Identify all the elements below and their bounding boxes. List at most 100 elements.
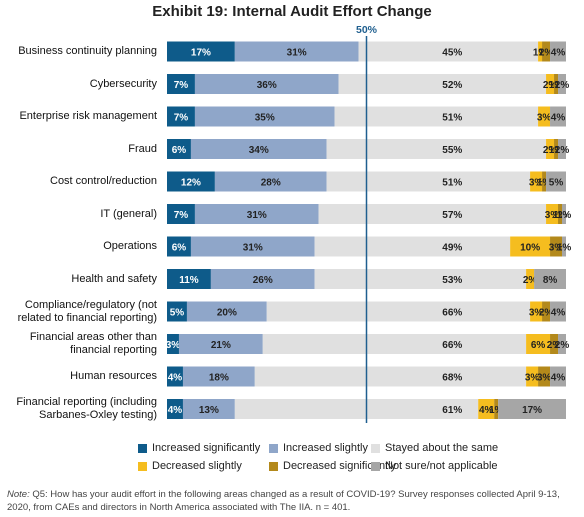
data-label: 20% bbox=[217, 308, 237, 319]
data-label: 6% bbox=[172, 145, 187, 156]
data-label: 4% bbox=[551, 308, 566, 319]
bar-segment bbox=[167, 171, 215, 192]
data-label: 17% bbox=[191, 48, 211, 59]
data-label: 55% bbox=[442, 145, 462, 156]
bar-segment bbox=[182, 366, 255, 387]
data-label: 61% bbox=[442, 405, 462, 416]
bar-segment bbox=[554, 139, 559, 159]
bar-segment bbox=[550, 106, 566, 127]
legend-label: Increased significantly bbox=[152, 442, 261, 454]
category-label-text: Compliance/regulatory (not related to fi… bbox=[17, 298, 157, 324]
category-label: Compliance/regulatory (not related to fi… bbox=[0, 297, 157, 327]
data-label: 49% bbox=[442, 243, 462, 254]
data-label: 1% bbox=[549, 145, 564, 156]
bar-segment bbox=[210, 269, 315, 289]
bar-segment bbox=[542, 41, 551, 62]
bar-segment bbox=[550, 236, 563, 257]
data-label: 66% bbox=[442, 308, 462, 319]
category-label-text: Cost control/reduction bbox=[50, 175, 157, 187]
data-label: 36% bbox=[257, 80, 277, 91]
bar-segment bbox=[190, 236, 315, 257]
data-label: 1% bbox=[489, 405, 504, 416]
data-label: 52% bbox=[442, 80, 462, 91]
bar-segment bbox=[546, 204, 559, 224]
chart-title: Exhibit 19: Internal Audit Effort Change bbox=[152, 3, 432, 20]
bar-segment bbox=[530, 171, 543, 192]
bar-segment bbox=[266, 301, 531, 322]
data-label: 53% bbox=[442, 275, 462, 286]
bar-segment bbox=[562, 204, 566, 224]
data-label: 4% bbox=[551, 113, 566, 124]
legend-label: Decreased slightly bbox=[152, 460, 242, 472]
category-label-text: Operations bbox=[103, 240, 157, 252]
bar-segment bbox=[538, 41, 543, 62]
data-label: 1% bbox=[533, 48, 548, 59]
bar-segment bbox=[546, 139, 555, 159]
data-label: 2% bbox=[555, 80, 570, 91]
bar-segment bbox=[326, 171, 531, 192]
bar-segment bbox=[167, 74, 195, 94]
legend-label: Stayed about the same bbox=[385, 442, 499, 454]
bar-segment bbox=[558, 334, 566, 354]
bar-segment bbox=[167, 236, 191, 257]
bar-segment bbox=[167, 139, 191, 159]
legend-label: Not sure/not applicable bbox=[385, 460, 498, 472]
data-label: 13% bbox=[199, 405, 219, 416]
data-label: 8% bbox=[543, 275, 558, 286]
bar-segment bbox=[534, 269, 566, 289]
bar-segment bbox=[546, 171, 566, 192]
legend-item: Decreased slightly bbox=[138, 460, 242, 472]
category-label-text: Enterprise risk management bbox=[19, 110, 157, 122]
legend-item: Increased significantly bbox=[138, 442, 260, 454]
bar-segment bbox=[254, 366, 527, 387]
category-label: Human resources bbox=[0, 362, 157, 392]
data-label: 11% bbox=[179, 275, 199, 286]
legend-item: Not sure/not applicable bbox=[371, 460, 498, 472]
data-label: 2% bbox=[547, 340, 562, 351]
data-label: 5% bbox=[170, 308, 185, 319]
bar-segment bbox=[314, 269, 527, 289]
data-label: 3% bbox=[166, 340, 181, 351]
bar-segment bbox=[334, 106, 539, 127]
bar-segment bbox=[178, 334, 263, 354]
bar-segment bbox=[167, 106, 195, 127]
bar-segment bbox=[550, 366, 566, 387]
note-prefix: Note: bbox=[7, 489, 30, 500]
bar-segment bbox=[546, 74, 555, 94]
legend-item: Decreased significantly bbox=[269, 460, 396, 472]
bar-segment bbox=[550, 334, 559, 354]
category-label: Cybersecurity bbox=[0, 69, 157, 99]
note: Note: Q5: How has your audit effort in t… bbox=[7, 488, 581, 514]
bar-segment bbox=[326, 139, 547, 159]
data-label: 18% bbox=[209, 373, 229, 384]
bar-segment bbox=[562, 236, 566, 257]
data-label: 45% bbox=[442, 48, 462, 59]
bar-segment bbox=[182, 399, 235, 419]
bar-segment bbox=[538, 106, 551, 127]
category-label: Enterprise risk management bbox=[0, 102, 157, 132]
bar-segment bbox=[526, 269, 535, 289]
data-label: 3% bbox=[537, 113, 552, 124]
data-label: 26% bbox=[253, 275, 273, 286]
bar-segment bbox=[494, 399, 499, 419]
data-label: 10% bbox=[520, 243, 540, 254]
bar-segment bbox=[542, 171, 547, 192]
note-text: Q5: How has your audit effort in the fol… bbox=[7, 489, 560, 513]
data-label: 7% bbox=[174, 80, 189, 91]
data-label: 4% bbox=[168, 405, 183, 416]
category-label: Health and safety bbox=[0, 264, 157, 294]
data-label: 7% bbox=[174, 210, 189, 221]
data-label: 3% bbox=[529, 178, 544, 189]
legend-swatch bbox=[269, 461, 278, 471]
data-label: 6% bbox=[172, 243, 187, 254]
category-label: Cost control/reduction bbox=[0, 167, 157, 197]
data-label: 21% bbox=[211, 340, 231, 351]
legend-swatch bbox=[371, 443, 380, 453]
bar-segment bbox=[194, 74, 339, 94]
bar-segment bbox=[318, 204, 547, 224]
legend-label: Increased slightly bbox=[283, 442, 368, 454]
bar-segment bbox=[558, 204, 563, 224]
legend-swatch bbox=[269, 443, 278, 453]
bar-segment bbox=[167, 204, 195, 224]
